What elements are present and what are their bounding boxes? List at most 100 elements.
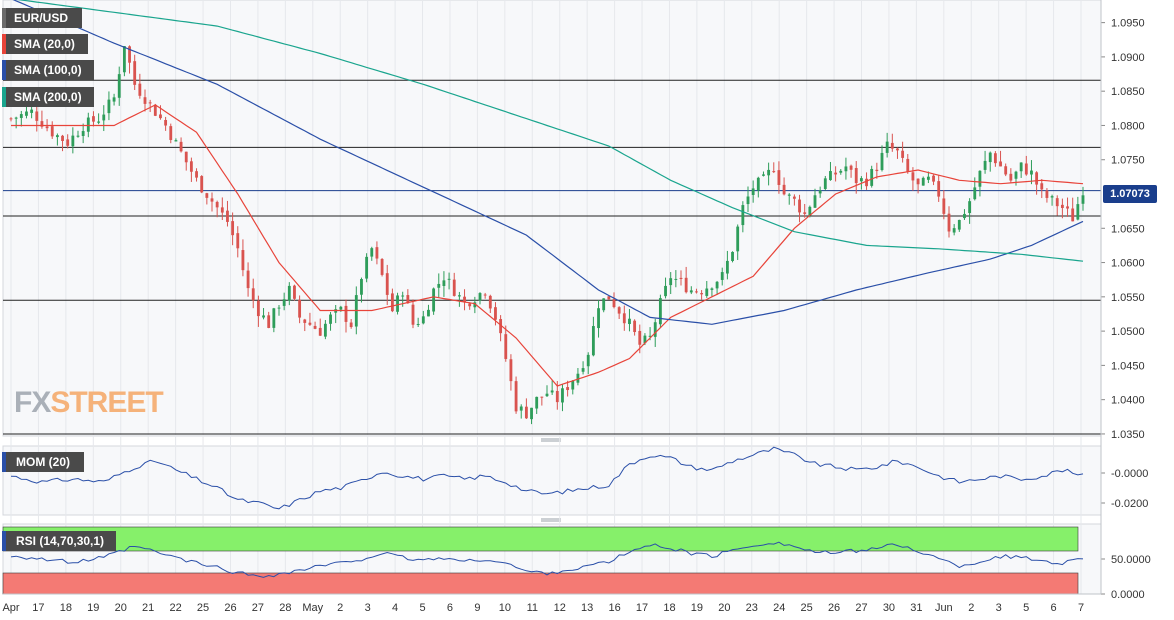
candle-body bbox=[19, 114, 23, 118]
candle-body bbox=[457, 295, 461, 297]
x-tick-label: 7 bbox=[1078, 602, 1084, 614]
candle-body bbox=[205, 193, 209, 198]
candle-body bbox=[385, 273, 389, 295]
candle-body bbox=[679, 277, 683, 279]
candle-body bbox=[937, 181, 941, 197]
rsi-label[interactable]: RSI (14,70,30,1) bbox=[2, 531, 116, 551]
candle-body bbox=[803, 212, 807, 214]
x-tick-label: 27 bbox=[855, 602, 867, 614]
candle-body bbox=[957, 219, 961, 230]
x-tick-label: 27 bbox=[252, 602, 264, 614]
y-tick-label: 1.0400 bbox=[1111, 395, 1145, 407]
candle-body bbox=[849, 165, 853, 170]
candle-body bbox=[942, 198, 946, 214]
candle-body bbox=[406, 295, 410, 304]
candle-body bbox=[1035, 172, 1039, 185]
x-tick-label: May bbox=[302, 602, 323, 614]
candle-body bbox=[906, 158, 910, 172]
candle-body bbox=[514, 381, 518, 412]
x-tick-label: 19 bbox=[87, 602, 99, 614]
candle-body bbox=[50, 126, 54, 137]
candle-body bbox=[236, 233, 240, 249]
candle-body bbox=[287, 285, 291, 301]
legend-sma100[interactable]: SMA (100,0) bbox=[2, 60, 94, 80]
logo-fx: FX bbox=[14, 386, 51, 419]
candle-body bbox=[1066, 206, 1069, 209]
candle-body bbox=[220, 207, 224, 213]
candle-body bbox=[988, 152, 992, 163]
rsi-overbought-band bbox=[2, 526, 1079, 552]
x-tick-label: 17 bbox=[32, 602, 44, 614]
candle-body bbox=[102, 114, 106, 121]
candle-body bbox=[684, 277, 688, 293]
x-tick-label: 17 bbox=[636, 602, 648, 614]
x-tick-label: 26 bbox=[224, 602, 236, 614]
candle-body bbox=[210, 198, 214, 202]
candle-body bbox=[1014, 171, 1018, 179]
candle-body bbox=[674, 278, 678, 280]
axis-layer: Apr 17 18 19 20 21 22 25 26 27 28 May 2 3 4 5 6 9 10 11 12 13… bbox=[2, 0, 1151, 614]
candle-body bbox=[695, 291, 698, 293]
mom-label[interactable]: MOM (20) bbox=[2, 452, 84, 472]
candle-body bbox=[633, 320, 637, 333]
x-tick-label: 22 bbox=[169, 602, 181, 614]
candle-body bbox=[277, 307, 281, 309]
candle-body bbox=[648, 335, 652, 337]
x-tick-label: 11 bbox=[527, 602, 538, 614]
candle-body bbox=[360, 279, 363, 295]
candle-body bbox=[112, 97, 116, 102]
candle-body bbox=[303, 319, 307, 323]
price-pane bbox=[3, 0, 1101, 435]
candle-body bbox=[720, 272, 724, 280]
y-tick-label: 1.0850 bbox=[1111, 86, 1145, 98]
candle-body bbox=[153, 104, 157, 116]
momentum-line bbox=[10, 446, 1084, 510]
x-tick-label: Apr bbox=[2, 602, 19, 614]
legend-sma20[interactable]: SMA (20,0) bbox=[2, 34, 88, 54]
candle-body bbox=[772, 171, 776, 173]
candle-body bbox=[561, 388, 564, 403]
grid-layer bbox=[2, 0, 1102, 595]
candle-body bbox=[875, 169, 879, 172]
candle-body bbox=[117, 74, 121, 98]
candle-body bbox=[401, 295, 405, 297]
rsi-swatch bbox=[2, 531, 6, 551]
sma100-swatch bbox=[2, 60, 6, 80]
x-tick-label: 21 bbox=[142, 602, 154, 614]
y-tick-label: 1.0550 bbox=[1111, 292, 1145, 304]
candle-body bbox=[365, 256, 369, 279]
candle-body bbox=[581, 368, 585, 372]
candle-body bbox=[246, 270, 250, 289]
candle-body bbox=[97, 121, 101, 123]
candle-body bbox=[746, 196, 750, 205]
x-tick-label: 2 bbox=[337, 602, 343, 614]
candle-body bbox=[133, 61, 137, 85]
price-pane-bg bbox=[2, 0, 1102, 437]
y-tick-label: 1.0500 bbox=[1111, 326, 1145, 338]
candle-body bbox=[1081, 195, 1085, 204]
candle-body bbox=[215, 201, 219, 208]
rsi-line bbox=[10, 541, 1084, 578]
legend-sma200[interactable]: SMA (200,0) bbox=[2, 87, 94, 107]
candle-body bbox=[865, 178, 868, 187]
candle-body bbox=[241, 250, 245, 271]
x-tick-label: 20 bbox=[115, 602, 127, 614]
x-tick-label: 6 bbox=[447, 602, 453, 614]
candle-body bbox=[339, 306, 343, 310]
candle-body bbox=[9, 118, 13, 120]
x-tick-label: 31 bbox=[910, 602, 922, 614]
x-tick-label: 18 bbox=[663, 602, 675, 614]
candle-body bbox=[478, 293, 482, 301]
candle-body bbox=[818, 190, 822, 194]
candle-body bbox=[329, 314, 332, 324]
mom-pane-bg bbox=[2, 445, 1102, 516]
x-tick-label: 25 bbox=[197, 602, 209, 614]
mom-label-text: MOM (20) bbox=[16, 455, 70, 469]
x-tick-label: 10 bbox=[499, 602, 511, 614]
mom-swatch bbox=[2, 452, 6, 472]
candle-body bbox=[519, 406, 523, 411]
candle-body bbox=[823, 178, 827, 189]
candle-body bbox=[834, 172, 838, 175]
candle-body bbox=[452, 279, 456, 296]
